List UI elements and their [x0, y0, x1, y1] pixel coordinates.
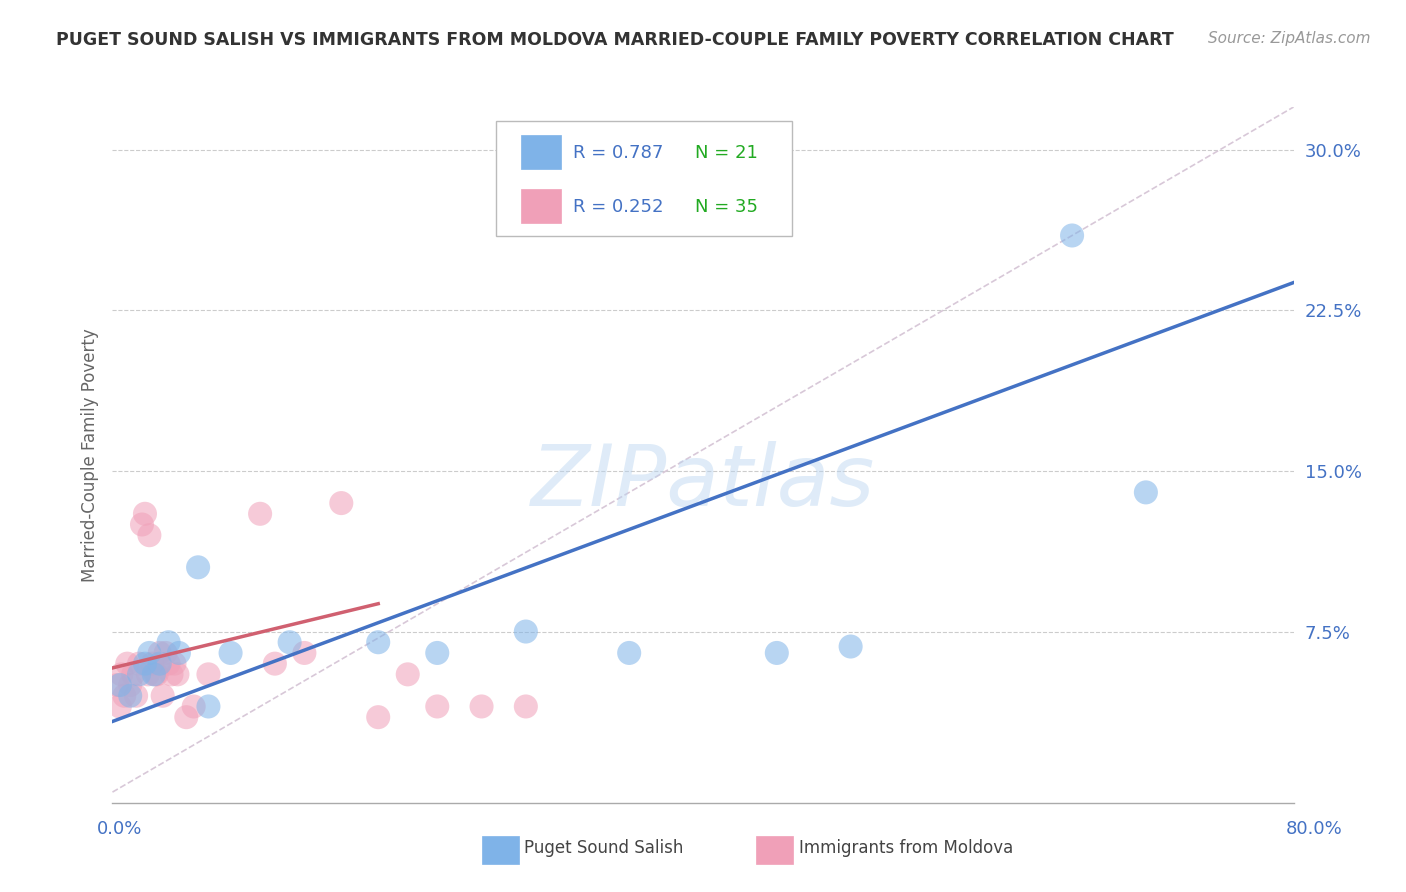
Point: [157, 657, 180, 671]
Point: [1062, 228, 1084, 243]
Text: N = 21: N = 21: [695, 145, 758, 162]
Point: [396, 667, 419, 681]
Point: [120, 678, 142, 692]
Text: R = 0.252: R = 0.252: [574, 198, 664, 216]
Point: [426, 699, 449, 714]
Point: [112, 689, 135, 703]
Point: [128, 657, 150, 671]
Text: PUGET SOUND SALISH VS IMMIGRANTS FROM MOLDOVA MARRIED-COUPLE FAMILY POVERTY CORR: PUGET SOUND SALISH VS IMMIGRANTS FROM MO…: [56, 31, 1174, 49]
Text: Source: ZipAtlas.com: Source: ZipAtlas.com: [1208, 31, 1371, 46]
Point: [155, 646, 177, 660]
Point: [167, 646, 190, 660]
Point: [122, 667, 145, 681]
Point: [249, 507, 271, 521]
Point: [470, 699, 494, 714]
Text: 0.0%: 0.0%: [97, 820, 142, 838]
Point: [766, 646, 789, 660]
Point: [128, 667, 150, 681]
Point: [117, 657, 138, 671]
Point: [292, 646, 315, 660]
FancyBboxPatch shape: [522, 188, 561, 223]
Y-axis label: Married-Couple Family Poverty: Married-Couple Family Poverty: [80, 328, 98, 582]
Point: [197, 667, 219, 681]
Point: [131, 517, 153, 532]
Text: ZIPatlas: ZIPatlas: [531, 442, 875, 524]
Point: [138, 646, 160, 660]
Point: [187, 560, 209, 574]
Point: [134, 507, 156, 521]
Point: [174, 710, 197, 724]
Point: [141, 657, 163, 671]
Point: [105, 678, 128, 692]
Point: [143, 667, 166, 681]
Text: Immigrants from Moldova: Immigrants from Moldova: [799, 838, 1012, 856]
Point: [108, 678, 131, 692]
Point: [163, 657, 186, 671]
Point: [197, 699, 219, 714]
Point: [264, 657, 287, 671]
Point: [146, 667, 169, 681]
Point: [160, 667, 183, 681]
FancyBboxPatch shape: [522, 135, 561, 169]
Point: [136, 667, 159, 681]
Point: [157, 635, 180, 649]
Point: [108, 699, 131, 714]
Point: [1135, 485, 1157, 500]
Point: [839, 640, 862, 654]
Point: [515, 624, 537, 639]
Point: [110, 667, 132, 681]
Point: [134, 657, 156, 671]
Point: [149, 657, 172, 671]
FancyBboxPatch shape: [496, 121, 792, 235]
Text: N = 35: N = 35: [695, 198, 758, 216]
Point: [149, 646, 172, 660]
Point: [426, 646, 449, 660]
Point: [367, 635, 389, 649]
Text: Puget Sound Salish: Puget Sound Salish: [524, 838, 683, 856]
Text: 80.0%: 80.0%: [1286, 820, 1343, 838]
Text: R = 0.787: R = 0.787: [574, 145, 664, 162]
Point: [330, 496, 353, 510]
Point: [367, 710, 389, 724]
Point: [120, 689, 142, 703]
Point: [152, 689, 174, 703]
Point: [125, 689, 148, 703]
Point: [278, 635, 301, 649]
Point: [138, 528, 160, 542]
Point: [166, 667, 188, 681]
Point: [183, 699, 205, 714]
Point: [619, 646, 641, 660]
Point: [219, 646, 242, 660]
Point: [142, 667, 165, 681]
Point: [515, 699, 537, 714]
